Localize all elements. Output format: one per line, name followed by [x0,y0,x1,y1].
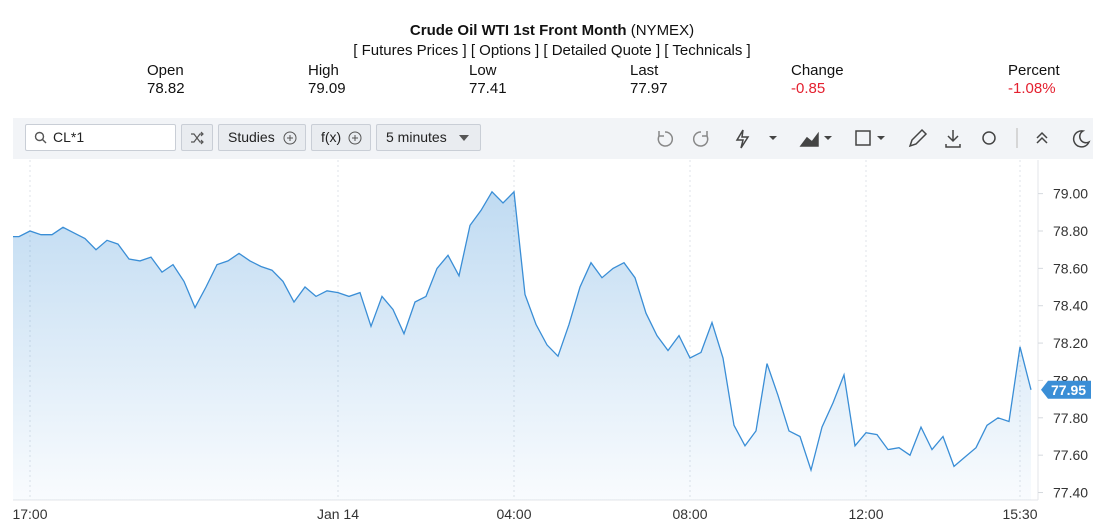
quote-item: Change -0.85 [791,62,844,98]
undo-icon[interactable] [657,131,674,147]
quote-value: 79.09 [308,80,346,97]
theme-icon[interactable] [1072,130,1091,148]
y-tick-label: 78.40 [1053,298,1088,314]
pencil-icon[interactable] [908,128,928,148]
x-tick-label: 15:30 [1002,506,1037,522]
function-button[interactable]: f(x) [311,124,371,151]
quote-label: High [308,62,339,79]
y-tick-label: 77.40 [1053,485,1088,501]
plus-icon [348,131,362,145]
y-tick-label: 78.60 [1053,260,1088,276]
symbol-search[interactable]: CL*1 [25,124,176,151]
quote-value: 77.97 [630,80,668,97]
plus-icon [283,131,297,145]
exchange: (NYMEX) [630,22,695,39]
quote-item: Open 78.82 [147,62,185,98]
link[interactable]: [ Futures Prices ] [353,42,467,59]
quote-label: Open [147,62,184,79]
last-price-tag [1041,380,1091,399]
settings-icon[interactable] [982,131,996,145]
y-tick-label: 77.80 [1053,410,1088,426]
x-tick-label: 17:00 [12,506,47,522]
link[interactable]: [ Technicals ] [664,42,751,59]
chart-type-icon[interactable] [799,131,819,147]
studies-label: Studies [228,129,275,145]
x-tick-label: 04:00 [496,506,531,522]
quote-value: -0.85 [791,80,826,97]
download-icon[interactable] [945,130,961,148]
search-icon [34,131,47,144]
interval-label: 5 minutes [386,129,447,145]
price-line [13,190,1032,473]
draw-icon[interactable] [735,129,750,149]
title-line: Crude Oil WTI 1st Front Month (NYMEX) [0,22,1096,39]
y-tick-label: 78.80 [1053,223,1088,239]
link[interactable]: [ Detailed Quote ] [543,42,661,59]
caret [459,135,469,141]
quote-label: Percent [1008,62,1060,79]
studies-button[interactable]: Studies [218,124,306,151]
collapse-icon[interactable] [1036,131,1048,144]
link[interactable]: [ Options ] [470,42,540,59]
layout-icon[interactable] [855,130,871,146]
links: [ Futures Prices ] [ Options ] [ Detaile… [0,42,1096,59]
y-tick-label: 79.00 [1053,186,1088,202]
last-price-label: 77.95 [1051,382,1086,398]
title: Crude Oil WTI 1st Front Month [409,22,627,39]
quote-label: Low [469,62,497,79]
quote-item: High 79.09 [308,62,346,98]
quote-label: Last [630,62,659,79]
x-tick-label: Jan 14 [317,506,359,522]
x-tick-label: 08:00 [672,506,707,522]
quote-item: Last 77.97 [630,62,668,98]
quote-value: 77.41 [469,80,507,97]
toolbar: CL*1 Studies f(x) 5 minutes [13,118,1093,159]
quote-item: Percent -1.08% [1008,62,1060,98]
y-tick-label: 78.20 [1053,335,1088,351]
quote-value: -1.08% [1008,80,1056,97]
y-tick-label: 77.60 [1053,447,1088,463]
quote-value: 78.82 [147,80,185,97]
shuffle-icon [191,131,204,145]
interval-button[interactable]: 5 minutes [376,124,481,151]
redo-icon[interactable] [692,131,709,147]
x-tick-label: 12:00 [848,506,883,522]
quote-item: Low 77.41 [469,62,507,98]
compare-button[interactable] [181,124,213,151]
symbol: CL*1 [53,129,85,145]
function-label: f(x) [321,129,342,145]
toolbar-icons [657,128,1091,149]
quote-label: Change [791,62,844,79]
area-fill [13,191,1031,501]
